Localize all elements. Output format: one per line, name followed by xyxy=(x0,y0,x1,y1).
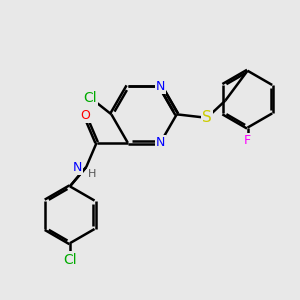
Text: N: N xyxy=(72,160,82,173)
Text: N: N xyxy=(156,136,165,149)
Text: Cl: Cl xyxy=(63,253,77,267)
Text: N: N xyxy=(156,80,165,92)
Text: Cl: Cl xyxy=(84,91,98,105)
Text: S: S xyxy=(202,110,212,125)
Text: F: F xyxy=(244,134,251,148)
Text: O: O xyxy=(80,109,90,122)
Text: H: H xyxy=(88,169,96,178)
